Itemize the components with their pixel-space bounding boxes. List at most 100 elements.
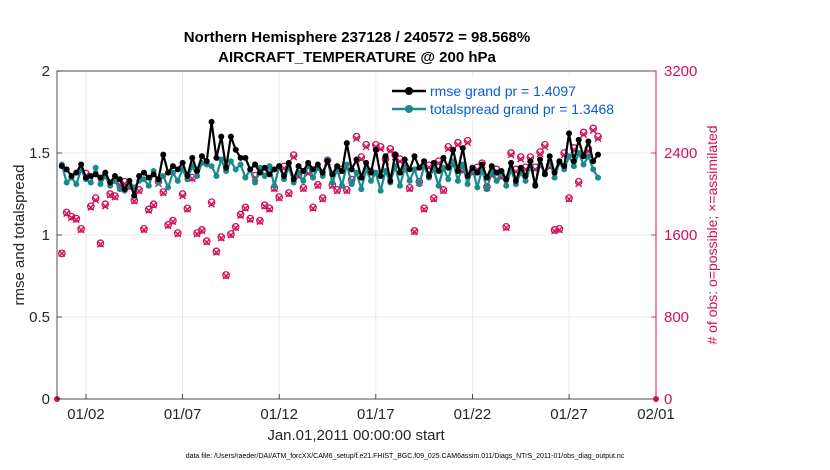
obs-possible-point (589, 124, 598, 133)
rmse-point (155, 176, 162, 183)
totalspread-point (590, 166, 597, 173)
obs-possible-point (285, 189, 293, 197)
totalspread-point (396, 182, 403, 189)
obs-possible-point (439, 186, 448, 194)
totalspread-point (329, 179, 336, 186)
obs-assimilated-point (237, 212, 245, 220)
rmse-point (78, 161, 85, 168)
rmse-point (541, 171, 548, 178)
rmse-point (314, 161, 321, 168)
totalspread-point (570, 163, 577, 170)
rmse-point (483, 174, 490, 181)
totalspread-point (358, 186, 365, 193)
rmse-point (140, 169, 147, 176)
obs-assimilated-point (72, 216, 80, 224)
rmse-point (198, 153, 205, 160)
obs-assimilated-point (362, 143, 370, 151)
rmse-point (416, 164, 423, 171)
totalspread-point (116, 186, 123, 193)
rmse-point (464, 172, 471, 179)
rmse-point (300, 168, 307, 175)
obs-possible-point (352, 132, 361, 141)
obs-possible-point (429, 194, 438, 202)
obs-assimilated-point (159, 189, 167, 197)
chart-subtitle: AIRCRAFT_TEMPERATURE @ 200 hPa (218, 49, 496, 66)
totalspread-point (227, 158, 234, 165)
obs-assimilated-point (319, 195, 327, 203)
obs-assimilated-point (67, 214, 75, 222)
totalspread-point (522, 177, 529, 184)
legend: rmse grand pr = 1.4097 totalspread grand… (388, 78, 652, 120)
obs-assimilated-point (386, 147, 394, 155)
totalspread-point (416, 181, 423, 188)
obs-assimilated-point (430, 195, 438, 203)
totalspread-point (339, 182, 346, 189)
rmse-point (150, 171, 157, 178)
obs-possible-point (507, 149, 515, 157)
rmse-point (343, 140, 350, 147)
series-layer (54, 118, 659, 402)
rmse-point (358, 174, 365, 181)
totalspread-point (145, 182, 152, 189)
rmse-point (97, 174, 104, 181)
obs-possible-point (289, 151, 298, 159)
totalspread-point (367, 177, 374, 184)
obs-possible-point (502, 222, 511, 231)
obs-possible-point (169, 216, 177, 225)
obs-possible-point (231, 222, 240, 231)
obs-assimilated-point (507, 151, 515, 159)
obs-assimilated-point (285, 190, 293, 198)
totalspread-point (237, 161, 244, 168)
data-file-footnote: data file: /Users/raeder/DAI/ATM_forcXX/… (186, 453, 625, 460)
obs-possible-point (342, 186, 351, 194)
totalspread-point (169, 169, 176, 176)
obs-assimilated-point (246, 216, 254, 224)
obs-possible-point (96, 239, 105, 248)
totalspread-point (261, 172, 268, 179)
obs-assimilated-point (174, 230, 182, 238)
obs-possible-point (376, 143, 385, 151)
y2-tick-label: 0 (664, 391, 672, 408)
rmse-point (561, 163, 568, 170)
rmse-point (512, 177, 519, 184)
rmse-point (184, 172, 191, 179)
totalspread-point (503, 182, 510, 189)
rmse-point (570, 158, 577, 165)
rmse-point (189, 154, 196, 161)
obs-assimilated-point (193, 230, 201, 238)
rmse-point (566, 130, 573, 137)
rmse-point (232, 146, 239, 153)
obs-assimilated-point (536, 150, 544, 158)
x-tick-label: 01/02 (67, 406, 105, 423)
rmse-point (213, 154, 220, 161)
rmse-point (169, 163, 176, 170)
rmse-point (237, 154, 244, 161)
rmse-point (382, 153, 389, 160)
obs-possible-point (62, 208, 71, 217)
rmse-point (121, 186, 128, 193)
obs-possible-point (565, 194, 573, 202)
x-tick-label: 01/22 (454, 406, 492, 423)
y2-tick-label: 2400 (664, 145, 697, 162)
obs-possible-point (101, 200, 110, 209)
obs-possible-point (594, 132, 602, 141)
rmse-point (179, 159, 186, 166)
rmse-point (363, 159, 370, 166)
totalspread-point (493, 177, 500, 184)
totalspread-point (266, 163, 273, 170)
rmse-point (590, 158, 597, 165)
rmse-point (174, 166, 181, 173)
y2-tick-labels: 0 800 1600 2400 3200 (664, 63, 697, 408)
rmse-point (276, 163, 283, 170)
obs-possible-point (202, 237, 211, 245)
obs-possible-point (149, 200, 158, 209)
obs-possible-point (420, 204, 428, 213)
rmse-point (290, 176, 297, 183)
rmse-point (261, 164, 268, 171)
obs-assimilated-point (232, 224, 240, 232)
rmse-point (522, 172, 529, 179)
totalspread-point (194, 172, 201, 179)
totalspread-point (73, 181, 80, 188)
obs-assimilated-point (575, 180, 583, 188)
